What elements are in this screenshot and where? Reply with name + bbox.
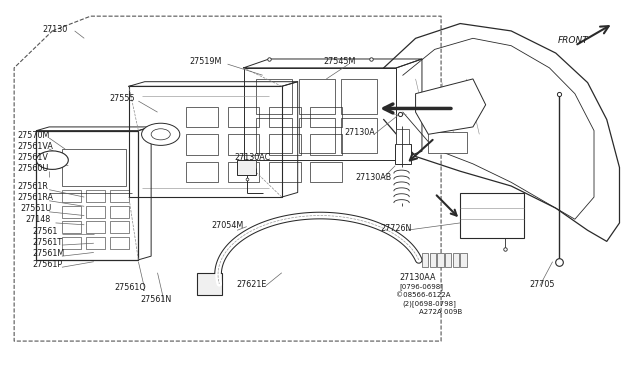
Text: 27561V: 27561V <box>17 153 48 162</box>
Bar <box>256 79 292 114</box>
Bar <box>228 107 259 127</box>
Bar <box>197 273 223 295</box>
Bar <box>110 206 129 218</box>
Text: 27621E: 27621E <box>236 280 266 289</box>
Text: 27561Q: 27561Q <box>115 283 147 292</box>
Text: 27561RA: 27561RA <box>17 193 53 202</box>
Circle shape <box>36 151 68 169</box>
Text: 27054M: 27054M <box>212 221 244 230</box>
Bar <box>62 237 81 249</box>
Text: 27726N: 27726N <box>381 224 412 233</box>
Bar <box>186 162 218 182</box>
Bar <box>36 131 138 260</box>
Bar <box>429 253 436 267</box>
Text: 27555: 27555 <box>109 94 135 103</box>
Bar <box>110 190 129 202</box>
Bar <box>228 134 259 155</box>
Text: 27130AB: 27130AB <box>355 173 391 182</box>
Bar <box>62 149 125 186</box>
Text: 27705: 27705 <box>529 280 554 289</box>
Polygon shape <box>415 79 486 134</box>
Text: ©08566-6122A: ©08566-6122A <box>396 292 451 298</box>
Bar <box>341 79 378 114</box>
Bar <box>228 162 259 182</box>
Bar <box>244 68 396 160</box>
Bar <box>110 221 129 233</box>
Text: 27130: 27130 <box>43 25 68 33</box>
Bar <box>396 129 409 144</box>
Bar <box>452 253 459 267</box>
Text: 27130AA: 27130AA <box>399 273 436 282</box>
Bar <box>62 206 81 218</box>
Text: 27545M: 27545M <box>323 57 356 66</box>
Bar <box>86 190 105 202</box>
Bar <box>129 86 282 197</box>
Bar <box>299 118 335 153</box>
Text: 27570M: 27570M <box>17 131 50 140</box>
Bar <box>299 79 335 114</box>
Bar <box>310 134 342 155</box>
Text: (2)[0698-0798]: (2)[0698-0798] <box>403 300 457 307</box>
Text: 27561T: 27561T <box>32 238 62 247</box>
Text: FRONT: FRONT <box>557 36 588 45</box>
Text: 27561M: 27561M <box>32 249 64 258</box>
Bar <box>62 190 81 202</box>
Bar <box>460 193 524 238</box>
Bar <box>310 107 342 127</box>
Bar <box>256 118 292 153</box>
Text: 27560U: 27560U <box>17 164 49 173</box>
Circle shape <box>141 123 180 145</box>
Bar <box>269 107 301 127</box>
Text: 27561: 27561 <box>32 227 58 235</box>
Text: A272A 009B: A272A 009B <box>419 308 462 315</box>
Bar <box>310 162 342 182</box>
Bar <box>341 118 378 153</box>
Text: 27561U: 27561U <box>20 204 52 214</box>
Text: 27561N: 27561N <box>140 295 172 304</box>
Bar <box>62 221 81 233</box>
Text: 27148: 27148 <box>26 215 51 224</box>
Bar <box>422 253 428 267</box>
Bar <box>445 253 451 267</box>
Bar <box>428 132 467 153</box>
Text: 27130A: 27130A <box>344 128 375 137</box>
Bar <box>86 206 105 218</box>
Bar <box>186 134 218 155</box>
Bar <box>110 237 129 249</box>
Bar <box>437 253 444 267</box>
Bar <box>269 162 301 182</box>
Bar <box>237 160 256 175</box>
Text: 27519M: 27519M <box>189 57 221 66</box>
Bar <box>269 134 301 155</box>
Bar <box>86 237 105 249</box>
Bar <box>186 107 218 127</box>
Bar <box>395 144 411 164</box>
Text: 27130AC: 27130AC <box>234 153 270 162</box>
Text: 27561P: 27561P <box>32 260 62 269</box>
Bar <box>86 221 105 233</box>
Text: 27561R: 27561R <box>17 182 48 191</box>
Text: [0796-0698]: [0796-0698] <box>399 283 444 290</box>
Bar <box>460 253 467 267</box>
Circle shape <box>151 129 170 140</box>
Text: 27561VA: 27561VA <box>17 142 53 151</box>
